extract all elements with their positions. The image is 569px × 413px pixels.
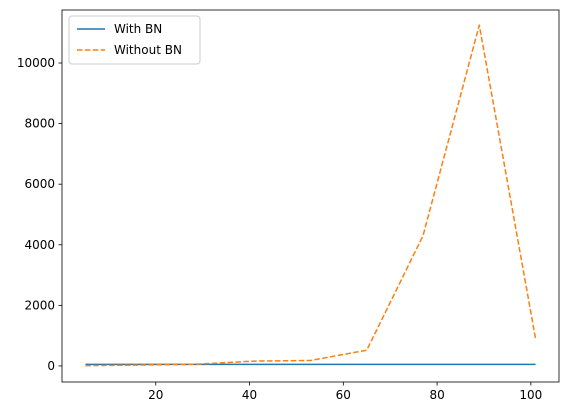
y-axis: 0 2000 4000 6000 8000 10000 — [17, 56, 62, 373]
y-tick-label: 4000 — [24, 238, 55, 252]
legend-label-without-bn: Without BN — [114, 43, 182, 57]
x-tick-label: 20 — [148, 388, 163, 402]
legend-label-with-bn: With BN — [114, 22, 162, 36]
legend: With BN Without BN — [68, 15, 201, 65]
x-tick-label: 80 — [429, 388, 444, 402]
y-tick-label: 10000 — [17, 56, 55, 70]
y-tick-label: 6000 — [24, 177, 55, 191]
x-tick-label: 100 — [519, 388, 542, 402]
plot-frame — [61, 9, 560, 383]
legend-box — [68, 15, 201, 65]
series-line-without-bn — [85, 24, 537, 367]
y-tick-label: 2000 — [24, 298, 55, 312]
x-axis: 20 40 60 80 100 — [148, 382, 542, 402]
plot-area — [62, 10, 559, 382]
x-tick-label: 40 — [242, 388, 257, 402]
series-layer — [85, 24, 537, 367]
y-tick-label: 0 — [47, 359, 55, 373]
y-tick-label: 8000 — [24, 117, 55, 131]
x-tick-label: 60 — [336, 388, 351, 402]
